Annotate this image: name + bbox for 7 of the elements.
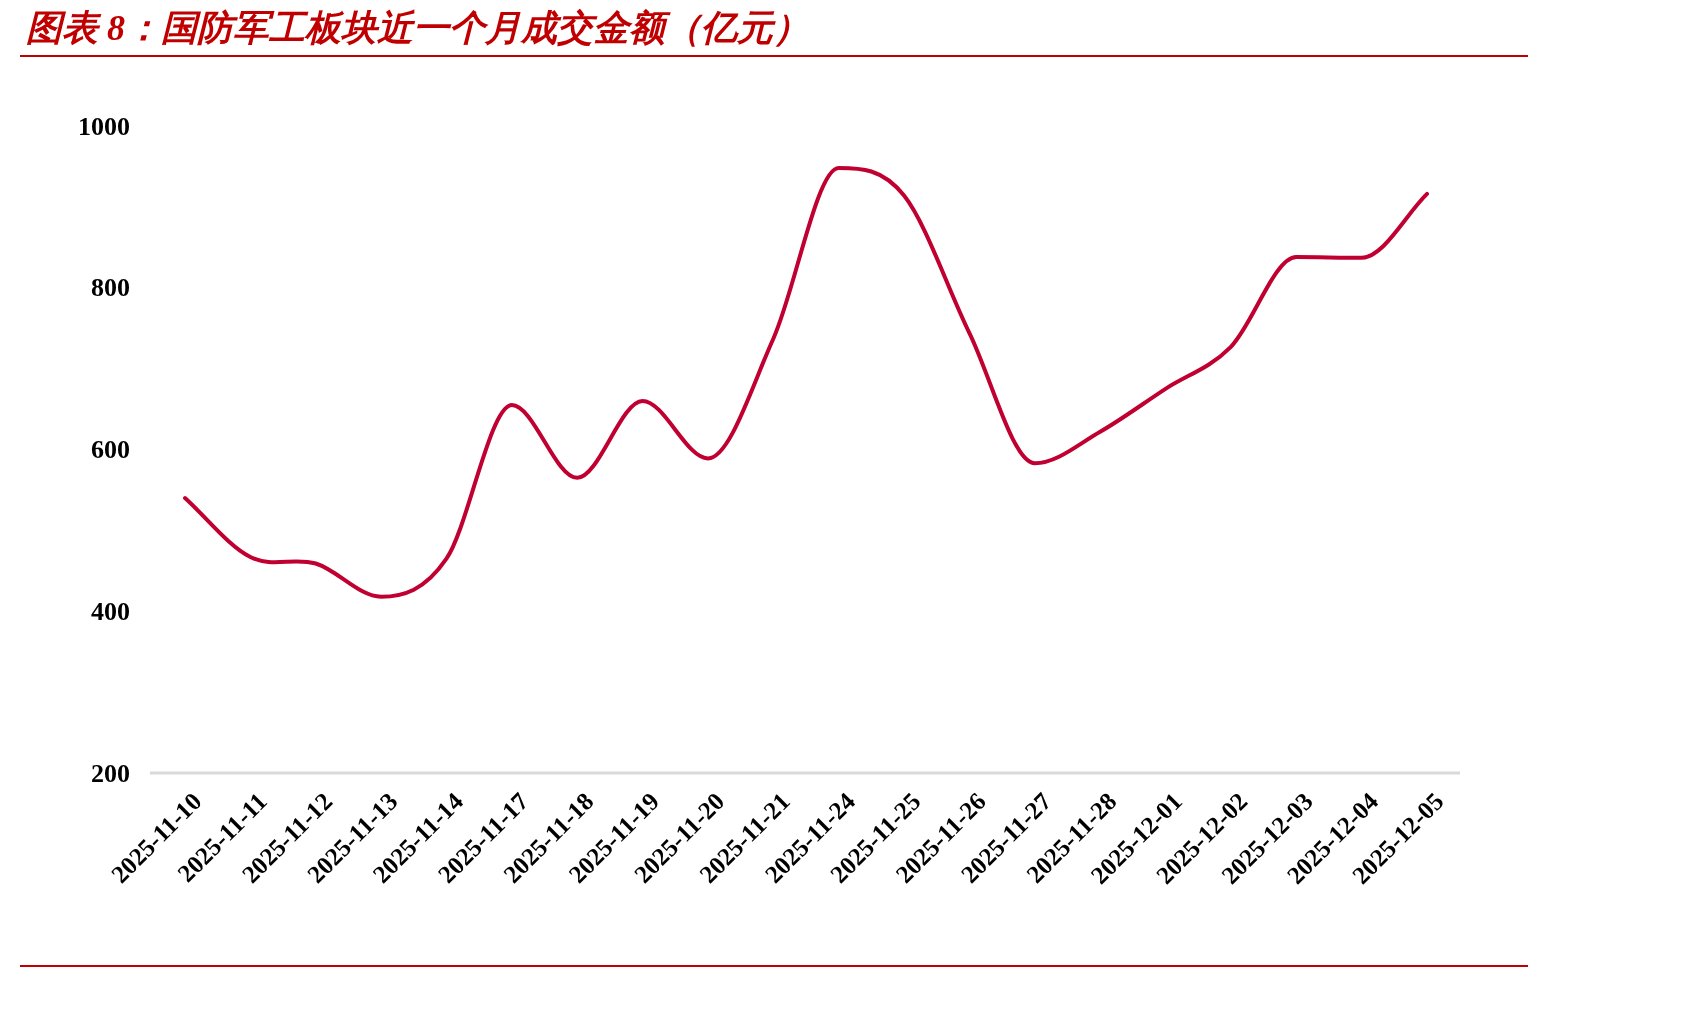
y-tick-label: 200 [91, 758, 130, 788]
y-tick-label: 600 [91, 435, 130, 464]
y-tick-label: 400 [91, 596, 130, 626]
y-tick-label: 800 [91, 273, 130, 303]
line-series [183, 166, 1429, 599]
chart-title: 图表 8：国防军工板块近一个月成交金额（亿元） [26, 8, 809, 48]
y-tick-label: 1000 [78, 111, 130, 141]
